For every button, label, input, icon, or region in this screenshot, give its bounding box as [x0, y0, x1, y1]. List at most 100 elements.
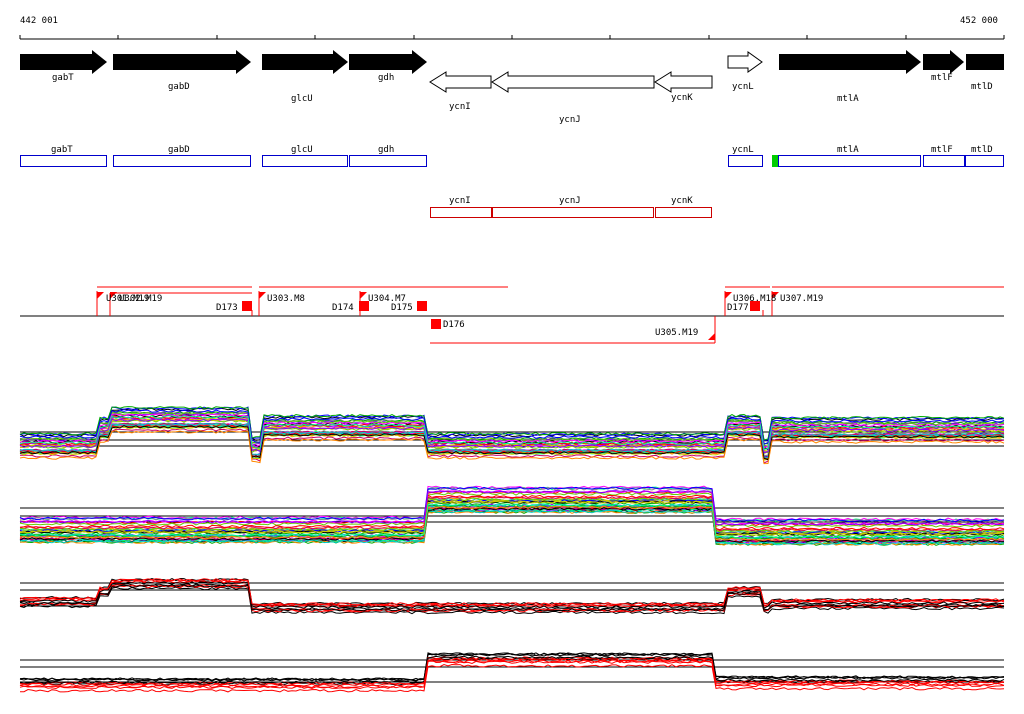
profile-line — [19, 581, 1005, 609]
profile-line — [19, 422, 1005, 459]
annot-box-glcU[interactable] — [262, 155, 348, 167]
gene-arrow-gdh[interactable] — [349, 50, 427, 74]
profile-line — [20, 655, 1005, 685]
gene-arrow-glcU[interactable] — [262, 50, 348, 74]
gene-arrow-ycnK[interactable] — [654, 71, 713, 93]
segment-flag-U305[interactable] — [708, 333, 715, 340]
annot-label-gabD: gabD — [168, 145, 190, 155]
annot-label-ycnK: ycnK — [671, 196, 693, 206]
green-marker — [772, 155, 778, 167]
down-label-D175: D175 — [391, 303, 413, 313]
profile-line — [19, 494, 1005, 531]
annot-box-ycnI[interactable] — [430, 207, 492, 218]
profile-line — [19, 652, 1005, 682]
gene-label-ycnI: ycnI — [449, 102, 471, 112]
gene-label-ycnK: ycnK — [671, 93, 693, 103]
annot-box-ycnL[interactable] — [728, 155, 763, 167]
coord-start-label: 442 001 — [20, 16, 58, 26]
annot-label-ycnI: ycnI — [449, 196, 471, 206]
profile-line — [19, 503, 1005, 539]
annot-box-ycnK[interactable] — [655, 207, 712, 218]
gene-label-mtlA: mtlA — [837, 94, 859, 104]
gene-arrow-mtlF[interactable] — [923, 50, 964, 74]
profile-line — [19, 509, 1005, 546]
annot-box-ycnJ[interactable] — [492, 207, 654, 218]
profile-line — [19, 490, 1005, 526]
down-box-D176[interactable] — [431, 319, 441, 329]
segment-flag-U303[interactable] — [259, 292, 266, 299]
annot-box-gdh[interactable] — [349, 155, 427, 167]
gene-label-gabD: gabD — [168, 82, 190, 92]
annot-box-mtlF[interactable] — [923, 155, 965, 167]
annotation-labels-blue: gabT gabD glcU gdh ycnL mtlA mtlF mtlD — [51, 145, 993, 155]
gene-label-gabT: gabT — [52, 73, 74, 83]
profile-line — [19, 500, 1005, 536]
coord-end-label: 452 000 — [960, 16, 998, 26]
down-box-D177[interactable] — [750, 301, 760, 311]
down-box-D173[interactable] — [242, 301, 252, 311]
profile-line — [19, 492, 1005, 528]
annot-box-gabD[interactable] — [113, 155, 251, 167]
profile-panel-1 — [19, 406, 1005, 465]
down-label-D177: D177 — [727, 303, 749, 313]
profile-line — [19, 505, 1005, 541]
segment-flag-U307[interactable] — [772, 292, 779, 299]
gene-label-mtlF: mtlF — [931, 73, 953, 83]
profile-line — [19, 418, 1005, 454]
segment-flag-U301[interactable] — [97, 292, 104, 299]
profile-line — [19, 486, 1005, 523]
annot-box-mtlA[interactable] — [778, 155, 921, 167]
profile-line — [19, 660, 1005, 690]
annot-label-mtlD: mtlD — [971, 145, 993, 155]
profile-line — [19, 412, 1004, 448]
segment-flag-U304[interactable] — [360, 292, 367, 299]
down-box-D174[interactable] — [359, 301, 369, 311]
down-label-D174: D174 — [332, 303, 354, 313]
down-label-D173: D173 — [216, 303, 238, 313]
gene-arrow-ycnJ[interactable] — [491, 71, 655, 93]
annot-box-gabT[interactable] — [20, 155, 107, 167]
profile-line — [19, 657, 1005, 687]
profile-panel-2 — [19, 485, 1005, 546]
annotation-track-red — [430, 207, 712, 218]
gene-arrows-forward — [20, 50, 1004, 74]
segment-label-U301: U301.M19 — [106, 294, 149, 304]
down-box-D175[interactable] — [417, 301, 427, 311]
gene-label-gdh: gdh — [378, 73, 394, 83]
annot-label-gdh: gdh — [378, 145, 394, 155]
profile-line — [19, 510, 1005, 546]
gene-label-ycnJ: ycnJ — [559, 115, 581, 125]
profile-panel-4 — [19, 652, 1005, 693]
profile-line — [19, 584, 1004, 612]
gene-arrow-ycnL[interactable] — [727, 51, 763, 73]
profile-line — [19, 578, 1005, 606]
gene-arrow-mtlD[interactable] — [966, 54, 1004, 70]
profile-line — [19, 409, 1005, 445]
gene-arrow-gabT[interactable] — [20, 50, 107, 74]
profile-line — [19, 584, 1005, 613]
annot-label-ycnL: ycnL — [732, 145, 754, 155]
down-label-D176: D176 — [443, 320, 465, 330]
profile-line — [19, 584, 1005, 612]
segment-label-U304: U304.M7 — [368, 294, 406, 304]
segment-flag-U302[interactable] — [110, 292, 117, 299]
gene-arrow-gabD[interactable] — [113, 50, 251, 74]
annot-box-mtlD[interactable] — [965, 155, 1004, 167]
profile-line — [19, 406, 1005, 441]
segment-label-U307: U307.M19 — [780, 294, 823, 304]
profile-line — [19, 415, 1005, 451]
annot-label-mtlA: mtlA — [837, 145, 859, 155]
segment-track: U301.M19 U302.M19 U303.M8 U304.M7 U306.M… — [20, 286, 1004, 344]
profile-line — [19, 425, 1005, 461]
gene-arrow-mtlA[interactable] — [779, 50, 921, 74]
annotation-labels-red: ycnI ycnJ ycnK — [449, 196, 693, 206]
gene-arrow-ycnI[interactable] — [429, 71, 492, 93]
gene-labels: gabT gabD glcU gdh ycnI ycnJ ycnK ycnL m… — [52, 73, 993, 125]
segment-flag-U306[interactable] — [725, 292, 732, 299]
segment-label-U303: U303.M8 — [267, 294, 305, 304]
profile-line — [19, 485, 1005, 522]
segment-label-U305: U305.M19 — [655, 328, 698, 338]
profile-line — [19, 496, 1005, 532]
annot-label-ycnJ: ycnJ — [559, 196, 581, 206]
profile-line — [19, 663, 1005, 693]
